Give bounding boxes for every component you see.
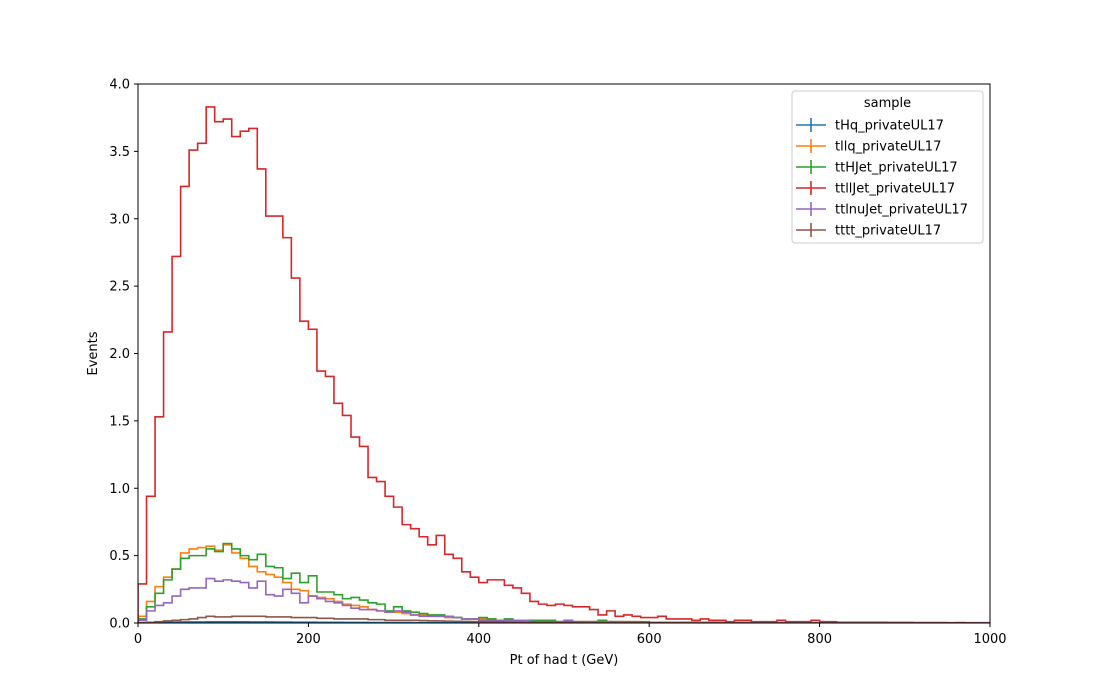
y-tick-label: 3.5 <box>109 145 130 160</box>
x-axis: 0 200 400 600 800 1000 <box>134 623 1007 647</box>
legend-label: tHq_privateUL17 <box>835 119 944 134</box>
y-axis-title: Events <box>86 331 101 375</box>
legend: sample tHq_privateUL17 tllq_privateUL17tt… <box>791 90 984 244</box>
y-tick-label: 1.5 <box>109 414 130 429</box>
legend-entry: ttllJet_privateUL17 <box>796 181 955 197</box>
y-tick-label: 1.0 <box>109 482 130 497</box>
legend-label: tllq_privateUL17 <box>835 140 941 155</box>
legend-label: ttlnuJet_privateUL17 <box>835 203 968 218</box>
x-axis-title: Pt of had t (GeV) <box>510 653 619 668</box>
y-tick-label: 3.0 <box>109 212 130 227</box>
legend-entry: ttHJet_privateUL17 <box>796 160 958 176</box>
legend-entries: tHq_privateUL17 tllq_privateUL17 ttHJet_pr… <box>796 118 968 239</box>
legend-entry: tttt_privateUL17 <box>796 223 941 239</box>
legend-entry: tHq_privateUL17 <box>796 118 944 134</box>
y-tick-label: 4.0 <box>109 78 130 93</box>
x-tick-label: 0 <box>134 632 142 647</box>
x-tick-label: 600 <box>637 632 662 647</box>
legend-entry: ttlnuJet_privateUL17 <box>796 202 968 218</box>
legend-label: tttt_privateUL17 <box>835 224 941 239</box>
x-tick-label: 400 <box>466 632 491 647</box>
x-tick-label: 1000 <box>973 632 1006 647</box>
y-tick-label: 2.5 <box>109 280 130 295</box>
legend-entry: tllq_privateUL17 <box>796 139 941 155</box>
legend-label: ttllJet_privateUL17 <box>835 182 955 197</box>
y-tick-label: 2.0 <box>109 347 130 362</box>
x-tick-label: 800 <box>807 632 832 647</box>
x-tick-label: 200 <box>296 632 321 647</box>
y-axis: 0.0 0.5 1.0 1.5 2.0 2.5 3.0 3.5 4.0 <box>109 78 138 632</box>
y-tick-label: 0.5 <box>109 549 130 564</box>
legend-label: ttHJet_privateUL17 <box>835 161 958 176</box>
series-line-ttllJet_privateUL17 <box>138 106 990 623</box>
legend-title: sample <box>864 96 911 111</box>
legend-frame <box>791 90 984 244</box>
y-tick-label: 0.0 <box>109 617 130 632</box>
